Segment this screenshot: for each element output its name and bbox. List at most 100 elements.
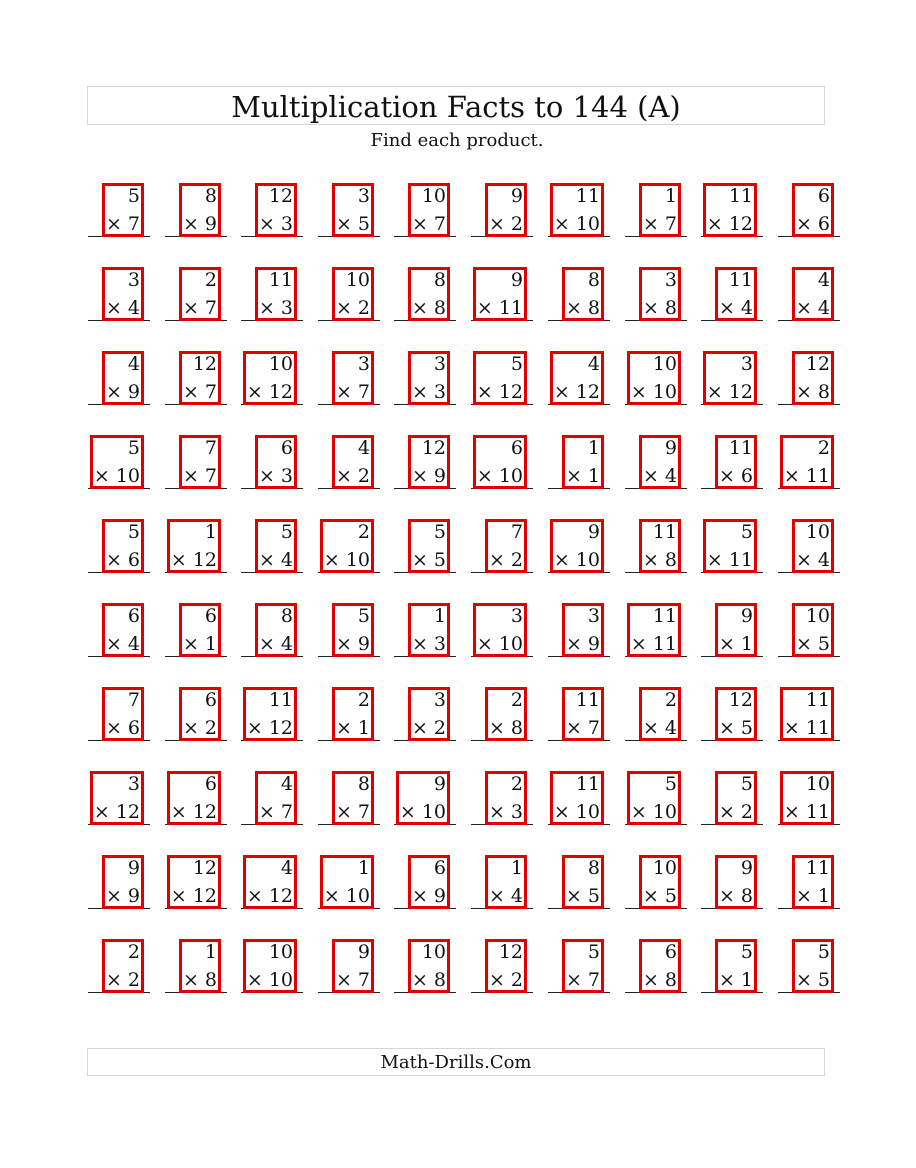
multiplier: × 4 — [105, 633, 140, 655]
multiplicand: 9 — [127, 857, 140, 879]
answer-line — [88, 824, 150, 825]
answer-line — [88, 656, 150, 657]
multiplier: × 5 — [642, 885, 677, 907]
multiplier: × 2 — [718, 801, 753, 823]
multiplicand: 10 — [652, 353, 677, 375]
answer-line — [625, 572, 687, 573]
multiplicand: 11 — [728, 185, 753, 207]
multiplier: × 11 — [630, 633, 677, 655]
multiplicand: 8 — [587, 857, 600, 879]
multiplier: × 8 — [182, 969, 217, 991]
answer-line — [778, 236, 840, 237]
answer-line — [394, 488, 456, 489]
multiplier: × 7 — [642, 213, 677, 235]
problem: 3 × 4 — [88, 267, 154, 349]
multiplier: × 8 — [488, 717, 523, 739]
multiplicand: 6 — [204, 689, 217, 711]
multiplier: × 8 — [795, 381, 830, 403]
multiplier: × 4 — [258, 549, 293, 571]
multiplicand: 9 — [587, 521, 600, 543]
multiplier: × 12 — [246, 717, 293, 739]
problem: 5 × 5 — [778, 939, 844, 1021]
problem: 12 × 5 — [701, 687, 767, 769]
problem: 2 × 8 — [471, 687, 537, 769]
multiplier: × 10 — [476, 633, 523, 655]
problem: 12 × 7 — [165, 351, 231, 433]
problem: 6 × 2 — [165, 687, 231, 769]
multiplier: × 6 — [105, 717, 140, 739]
problem: 1 × 8 — [165, 939, 231, 1021]
multiplicand: 6 — [280, 437, 293, 459]
multiplicand: 2 — [357, 689, 370, 711]
multiplicand: 10 — [421, 185, 446, 207]
problem: 10 × 12 — [241, 351, 307, 433]
answer-line — [318, 992, 380, 993]
answer-line — [318, 740, 380, 741]
problem: 5 × 7 — [88, 183, 154, 265]
problem: 10 × 5 — [625, 855, 691, 937]
multiplicand: 1 — [664, 185, 677, 207]
multiplicand: 5 — [740, 521, 753, 543]
multiplicand: 2 — [510, 689, 523, 711]
multiplier: × 10 — [553, 549, 600, 571]
problem: 9 × 2 — [471, 183, 537, 265]
answer-line — [471, 992, 533, 993]
answer-line — [701, 656, 763, 657]
multiplier: × 10 — [630, 801, 677, 823]
problem: 9 × 4 — [625, 435, 691, 517]
answer-line — [548, 908, 610, 909]
answer-line — [88, 740, 150, 741]
answer-line — [394, 236, 456, 237]
answer-line — [318, 236, 380, 237]
answer-line — [778, 992, 840, 993]
problem: 4 × 7 — [241, 771, 307, 853]
multiplicand: 7 — [510, 521, 523, 543]
answer-line — [88, 488, 150, 489]
multiplier: × 3 — [258, 465, 293, 487]
problem: 11 × 7 — [548, 687, 614, 769]
multiplier: × 12 — [246, 381, 293, 403]
multiplicand: 9 — [357, 941, 370, 963]
footer-text: Math-Drills.Com — [380, 1052, 532, 1073]
answer-line — [165, 572, 227, 573]
multiplier: × 4 — [642, 717, 677, 739]
multiplier: × 10 — [323, 549, 370, 571]
problem: 6 × 10 — [471, 435, 537, 517]
multiplier: × 1 — [718, 633, 753, 655]
multiplicand: 6 — [664, 941, 677, 963]
answer-line — [701, 488, 763, 489]
answer-line — [625, 656, 687, 657]
multiplier: × 4 — [488, 885, 523, 907]
multiplicand: 1 — [357, 857, 370, 879]
answer-line — [471, 656, 533, 657]
multiplier: × 5 — [718, 717, 753, 739]
multiplicand: 6 — [817, 185, 830, 207]
problem: 7 × 2 — [471, 519, 537, 601]
problem: 5 × 11 — [701, 519, 767, 601]
answer-line — [778, 908, 840, 909]
answer-line — [88, 908, 150, 909]
multiplier: × 7 — [335, 801, 370, 823]
answer-line — [394, 740, 456, 741]
multiplier: × 5 — [335, 213, 370, 235]
multiplier: × 8 — [411, 969, 446, 991]
multiplier: × 4 — [795, 549, 830, 571]
multiplicand: 10 — [652, 857, 677, 879]
multiplier: × 11 — [783, 465, 830, 487]
multiplicand: 12 — [805, 353, 830, 375]
multiplicand: 1 — [204, 521, 217, 543]
answer-line — [318, 656, 380, 657]
problem: 4 × 9 — [88, 351, 154, 433]
multiplier: × 3 — [411, 633, 446, 655]
multiplicand: 10 — [805, 605, 830, 627]
answer-line — [471, 908, 533, 909]
multiplier: × 4 — [718, 297, 753, 319]
multiplicand: 8 — [357, 773, 370, 795]
multiplicand: 11 — [805, 857, 830, 879]
multiplier: × 1 — [565, 465, 600, 487]
multiplier: × 6 — [105, 549, 140, 571]
multiplicand: 4 — [817, 269, 830, 291]
answer-line — [778, 572, 840, 573]
answer-line — [701, 572, 763, 573]
multiplicand: 6 — [127, 605, 140, 627]
